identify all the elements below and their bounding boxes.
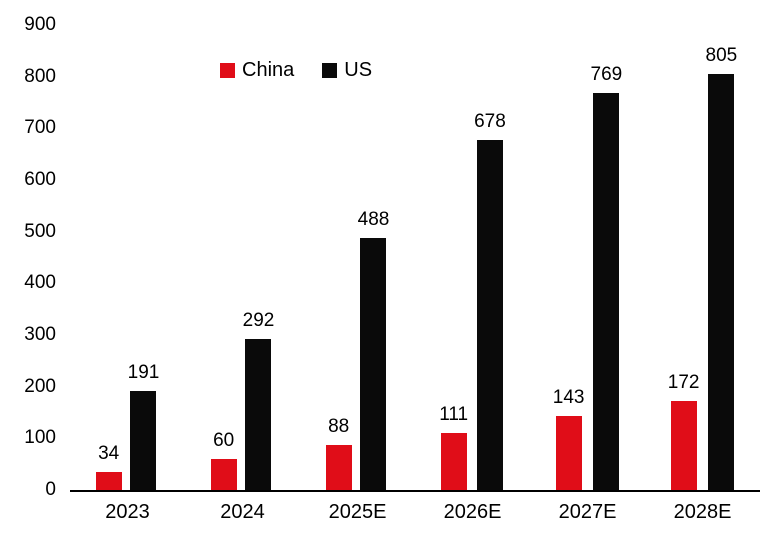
bar-us bbox=[593, 92, 620, 490]
legend-label-us: US bbox=[344, 59, 373, 81]
legend-item-china: China bbox=[220, 59, 294, 81]
bar-china bbox=[670, 401, 697, 490]
y-tick-label: 900 bbox=[24, 14, 56, 35]
value-label-china: 88 bbox=[328, 415, 350, 437]
value-label-china: 143 bbox=[552, 387, 585, 409]
bar-us bbox=[476, 139, 503, 490]
bar-group: 111 678 bbox=[415, 25, 530, 490]
value-label-china: 60 bbox=[213, 430, 235, 451]
bar-china bbox=[325, 444, 352, 490]
bar-wrap-china: 34 bbox=[95, 25, 122, 490]
bar-wrap-us: 292 bbox=[242, 25, 275, 490]
y-tick-label: 400 bbox=[24, 272, 56, 294]
bar-china bbox=[440, 432, 467, 490]
value-label-us: 191 bbox=[127, 362, 160, 384]
y-tick-label: 200 bbox=[24, 375, 56, 397]
y-tick-label: 100 bbox=[24, 427, 56, 449]
x-axis: 2023 2024 2025E 2026E 2027E 2028E bbox=[70, 500, 760, 524]
legend-swatch-us bbox=[322, 62, 338, 78]
bar-wrap-us: 805 bbox=[705, 25, 738, 490]
legend: China US bbox=[220, 59, 372, 81]
bar-group: 34 191 bbox=[70, 25, 185, 490]
y-axis: 0 100 200 300 400 500 600 700 800 900 bbox=[0, 15, 58, 500]
plot-area: China US 34 191 60 292 88 488 111 678 143 769 172 80… bbox=[70, 25, 760, 492]
y-tick-label: 600 bbox=[24, 168, 56, 190]
bar-group: 143 769 bbox=[530, 25, 645, 490]
bar-china bbox=[95, 472, 122, 490]
x-tick-label: 2025E bbox=[328, 501, 387, 523]
value-label-us: 678 bbox=[474, 110, 506, 132]
bar-wrap-china: 111 bbox=[439, 25, 468, 490]
bar-wrap-us: 769 bbox=[590, 25, 623, 490]
bar-group: 60 292 bbox=[185, 25, 300, 490]
y-tick-label: 500 bbox=[24, 220, 56, 242]
x-tick-label: 2023 bbox=[105, 501, 150, 523]
bar-china bbox=[210, 459, 237, 490]
value-label-us: 292 bbox=[242, 310, 275, 332]
x-tick-label: 2027E bbox=[558, 501, 617, 523]
bar-group: 172 805 bbox=[645, 25, 760, 490]
value-label-us: 488 bbox=[357, 208, 390, 230]
legend-label-china: China bbox=[242, 59, 295, 81]
y-tick-label: 0 bbox=[45, 479, 56, 500]
value-label-china: 111 bbox=[439, 403, 469, 425]
bar-group: 88 488 bbox=[300, 25, 415, 490]
bar-wrap-us: 488 bbox=[357, 25, 390, 490]
x-tick-label: 2028E bbox=[673, 501, 732, 523]
y-tick-label: 300 bbox=[24, 323, 56, 345]
value-label-us: 769 bbox=[590, 63, 623, 85]
bar-us bbox=[245, 339, 272, 490]
bar-us bbox=[708, 74, 735, 490]
legend-swatch-china bbox=[220, 62, 235, 78]
bar-wrap-us: 191 bbox=[127, 25, 160, 490]
y-tick-label: 700 bbox=[24, 117, 56, 139]
bar-china bbox=[555, 416, 582, 490]
bar-us bbox=[360, 237, 387, 490]
value-label-china: 34 bbox=[98, 443, 120, 465]
bar-us bbox=[130, 391, 157, 490]
value-label-china: 172 bbox=[667, 372, 700, 394]
x-tick-label: 2024 bbox=[220, 501, 265, 523]
bar-wrap-china: 88 bbox=[325, 25, 352, 490]
y-tick-label: 800 bbox=[24, 65, 56, 87]
value-label-us: 805 bbox=[705, 45, 738, 67]
bar-wrap-china: 172 bbox=[668, 25, 700, 490]
x-tick-label: 2026E bbox=[443, 501, 502, 523]
bar-wrap-china: 143 bbox=[553, 25, 585, 490]
bar-wrap-us: 678 bbox=[474, 25, 506, 490]
bar-wrap-china: 60 bbox=[210, 25, 237, 490]
legend-item-us: US bbox=[322, 59, 372, 81]
